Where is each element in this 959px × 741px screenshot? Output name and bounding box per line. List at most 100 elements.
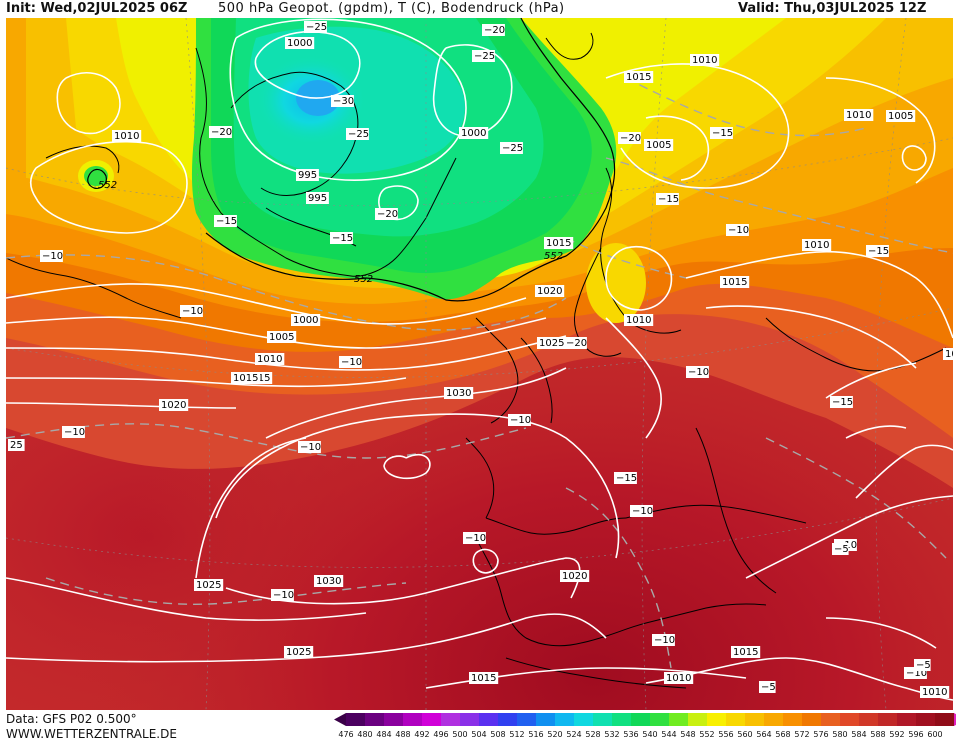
legend-tick-label: 592 [889, 730, 904, 739]
legend-swatch [555, 713, 574, 726]
temperature-label: −5 [832, 543, 849, 555]
svg-text:1015: 1015 [233, 373, 258, 384]
legend-tick-label: 488 [395, 730, 410, 739]
svg-text:−20: −20 [211, 127, 232, 138]
legend-swatch [821, 713, 840, 726]
legend-tick-label: 484 [376, 730, 391, 739]
geopotential-label: 552 [544, 251, 563, 262]
svg-text:−10: −10 [64, 427, 85, 438]
geopotential-label: 552 [98, 180, 117, 191]
svg-text:1020: 1020 [562, 571, 587, 582]
isobar-label: 995 [296, 169, 319, 181]
svg-text:1000: 1000 [287, 38, 312, 49]
isobar-label: 1015 [731, 646, 761, 658]
legend-tick-label: 508 [490, 730, 505, 739]
legend-tick-label: 476 [338, 730, 353, 739]
svg-text:−15: −15 [332, 233, 353, 244]
isobar-label: 1020 [535, 285, 565, 297]
temperature-label: −10 [686, 366, 709, 378]
legend-swatch [346, 713, 365, 726]
legend-swatch [498, 713, 517, 726]
svg-text:−10: −10 [182, 306, 203, 317]
temperature-label: −10 [271, 589, 294, 601]
isobar-label: 1000 [285, 37, 315, 49]
legend-swatch [422, 713, 441, 726]
legend-tick-label: 564 [756, 730, 771, 739]
isobar-label: 1005 [644, 139, 674, 151]
legend-tick-label: 584 [851, 730, 866, 739]
legend-swatch [897, 713, 916, 726]
svg-text:−15: −15 [832, 397, 853, 408]
svg-text:1000: 1000 [293, 315, 318, 326]
legend-under-arrow [334, 713, 346, 726]
svg-text:−25: −25 [474, 51, 495, 62]
svg-text:−20: −20 [377, 209, 398, 220]
legend-swatch [574, 713, 593, 726]
temperature-label: −10 [62, 426, 85, 438]
isobar-label: 995 [306, 192, 329, 204]
isobar-label: 1010 [624, 314, 654, 326]
legend-swatch [859, 713, 878, 726]
svg-text:1010: 1010 [666, 673, 691, 684]
svg-text:1010: 1010 [846, 110, 871, 121]
legend-tick-label: 572 [794, 730, 809, 739]
legend-tick-label: 544 [661, 730, 676, 739]
svg-text:1015: 1015 [471, 673, 496, 684]
isobar-label: 1010 [690, 54, 720, 66]
svg-text:1010: 1010 [804, 240, 829, 251]
legend-tick-label: 516 [528, 730, 543, 739]
legend-swatch [669, 713, 688, 726]
temperature-label: −20 [482, 24, 505, 36]
temperature-label: −10 [652, 634, 675, 646]
legend-swatch [441, 713, 460, 726]
legend-tick-label: 552 [699, 730, 714, 739]
svg-text:−5: −5 [834, 544, 849, 555]
legend-tick-label: 568 [775, 730, 790, 739]
chart-footer: Data: GFS P02 0.500° WWW.WETTERZENTRALE.… [0, 710, 959, 741]
temperature-label: −15 [214, 215, 237, 227]
isobar-label: 1020 [560, 570, 590, 582]
temperature-label: −10 [40, 250, 63, 262]
svg-text:−10: −10 [654, 635, 675, 646]
svg-text:1020: 1020 [161, 400, 186, 411]
legend-tick-label: 556 [718, 730, 733, 739]
svg-text:−5: −5 [916, 660, 931, 671]
isobar-label: 1005 [886, 110, 916, 122]
svg-text:−15: −15 [216, 216, 237, 227]
legend-swatch [479, 713, 498, 726]
svg-text:25: 25 [10, 440, 23, 451]
legend-tick-label: 588 [870, 730, 885, 739]
isobar-label: 1010 [844, 109, 874, 121]
svg-text:−5: −5 [761, 682, 776, 693]
temperature-label: −20 [564, 337, 587, 349]
init-time-label: Init: Wed,02JUL2025 06Z [6, 1, 188, 16]
svg-text:1005: 1005 [888, 111, 913, 122]
geopotential-label: 552 [354, 274, 373, 285]
isobar-labels: 1010 1010 1000 995 995 1000 1015 1010 1010 1005 10… [112, 37, 953, 698]
svg-text:−15: −15 [868, 246, 889, 257]
svg-text:995: 995 [308, 193, 327, 204]
legend-swatch [688, 713, 707, 726]
isobar-label: 1020 [159, 399, 189, 411]
svg-text:1010: 1010 [692, 55, 717, 66]
legend-swatch [726, 713, 745, 726]
isobar-label: 1010 [112, 130, 142, 142]
svg-text:−10: −10 [728, 225, 749, 236]
svg-text:−10: −10 [300, 442, 321, 453]
isobar-label: 1015 [624, 71, 654, 83]
svg-text:−10: −10 [906, 668, 927, 679]
svg-text:10: 10 [945, 349, 953, 360]
geopotential-labels: 552 552 552 [98, 180, 563, 285]
svg-text:995: 995 [298, 170, 317, 181]
legend-swatch [365, 713, 384, 726]
isobar-label: 1015 [231, 372, 261, 384]
legend-tick-label: 580 [832, 730, 847, 739]
temperature-label: −10 [339, 356, 362, 368]
svg-text:1030: 1030 [316, 576, 341, 587]
svg-text:−25: −25 [348, 129, 369, 140]
isobar-label: 1015 [720, 276, 750, 288]
legend-swatch [517, 713, 536, 726]
svg-text:−10: −10 [465, 533, 486, 544]
temperature-label: −5 [759, 681, 776, 693]
temperature-label: 25 [8, 439, 25, 451]
